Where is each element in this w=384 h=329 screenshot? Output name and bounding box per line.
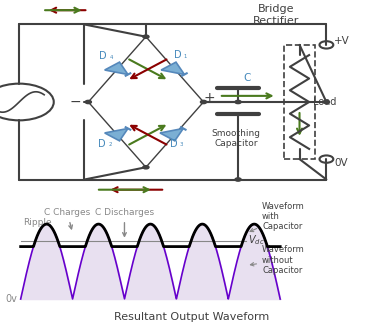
Circle shape: [143, 35, 149, 38]
Text: +: +: [204, 91, 215, 105]
Text: $_4$: $_4$: [109, 53, 114, 62]
Text: Bridge
Rectifier: Bridge Rectifier: [253, 4, 300, 26]
Text: C: C: [244, 72, 251, 83]
Text: 0V: 0V: [334, 158, 348, 168]
Circle shape: [143, 165, 149, 169]
Polygon shape: [105, 62, 128, 74]
Text: C Charges: C Charges: [44, 208, 91, 229]
Circle shape: [323, 100, 329, 104]
Text: +V: +V: [334, 36, 350, 46]
Text: −: −: [69, 95, 81, 109]
Text: $V_{dc}$: $V_{dc}$: [248, 234, 264, 247]
Text: $_3$: $_3$: [179, 140, 184, 149]
Text: Waveform
without
Capacitor: Waveform without Capacitor: [250, 245, 305, 275]
Text: Smoothing
Capacitor: Smoothing Capacitor: [212, 129, 261, 148]
Text: Load: Load: [313, 97, 336, 107]
Text: Waveform
with
Capacitor: Waveform with Capacitor: [250, 202, 305, 232]
Circle shape: [235, 178, 241, 181]
Text: C Discharges: C Discharges: [95, 208, 154, 236]
Text: Resultant Output Waveform: Resultant Output Waveform: [114, 313, 270, 322]
Circle shape: [200, 100, 207, 104]
Polygon shape: [105, 128, 128, 141]
Text: 0v: 0v: [5, 294, 17, 304]
Text: D: D: [174, 50, 181, 60]
Text: D: D: [98, 139, 106, 149]
Circle shape: [85, 100, 91, 104]
Circle shape: [235, 100, 241, 104]
Text: D: D: [170, 139, 177, 149]
Text: $_1$: $_1$: [183, 52, 188, 61]
Text: $_2$: $_2$: [108, 140, 113, 149]
Polygon shape: [160, 128, 183, 141]
Text: D: D: [99, 51, 107, 61]
Polygon shape: [161, 62, 184, 74]
Text: Ripple: Ripple: [23, 218, 52, 227]
